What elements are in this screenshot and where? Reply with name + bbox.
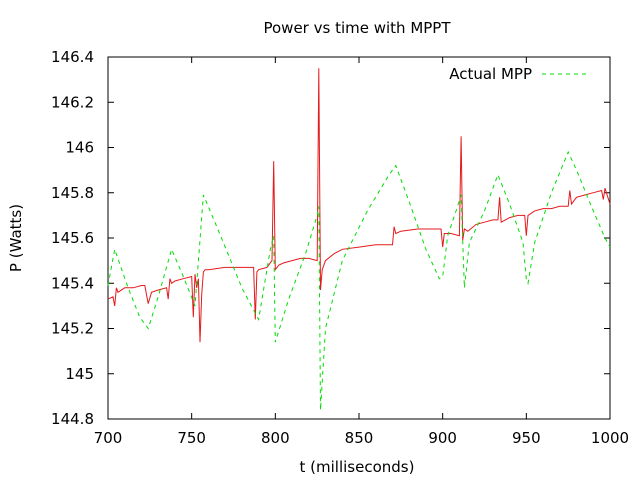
y-tick-label: 145.2 — [51, 320, 94, 338]
y-tick-label: 146.4 — [51, 48, 94, 66]
y-tick-label: 146 — [65, 139, 94, 157]
x-tick-label: 850 — [345, 429, 374, 447]
x-tick-label: 800 — [261, 429, 290, 447]
x-axis-label: t (milliseconds) — [300, 458, 415, 476]
y-tick-label: 145.8 — [51, 184, 94, 202]
legend-label-actual-mpp: Actual MPP — [449, 65, 532, 83]
y-tick-label: 145.4 — [51, 274, 94, 292]
y-tick-label: 145 — [65, 365, 94, 383]
y-tick-label: 144.8 — [51, 410, 94, 428]
y-tick-label: 146.2 — [51, 93, 94, 111]
x-tick-label: 750 — [177, 429, 206, 447]
x-tick-label: 950 — [512, 429, 541, 447]
series-line-power — [107, 68, 611, 343]
plot-area: 700 750 800 850 900 950 1000 144.8 145 145.2 145.… — [51, 48, 629, 447]
x-axis: 700 750 800 850 900 950 1000 — [94, 57, 629, 447]
x-tick-label: 700 — [94, 429, 123, 447]
series-layer — [107, 68, 611, 411]
legend: Actual MPP — [449, 65, 587, 83]
y-tick-label: 145.6 — [51, 229, 94, 247]
x-tick-label: 1000 — [591, 429, 629, 447]
x-tick-label: 900 — [428, 429, 457, 447]
plot-frame — [107, 56, 611, 420]
chart-title: Power vs time with MPPT — [263, 19, 451, 37]
y-axis-label: P (Watts) — [7, 204, 25, 272]
series-line-actual-mpp — [107, 150, 611, 411]
y-axis: 144.8 145 145.2 145.4 145.6 145.8 146 146.2 146.… — [51, 48, 610, 428]
